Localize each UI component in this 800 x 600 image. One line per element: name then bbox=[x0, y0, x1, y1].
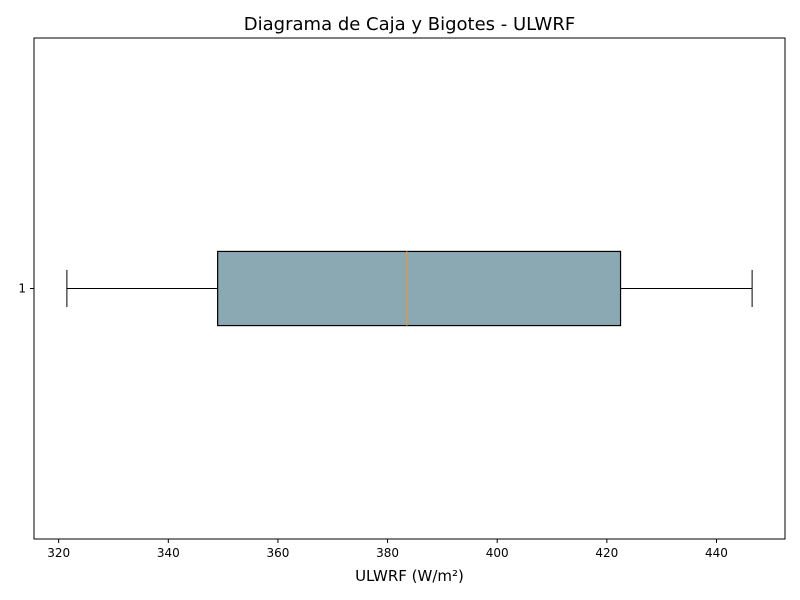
x-tick-label: 340 bbox=[157, 546, 180, 560]
x-tick-label: 400 bbox=[486, 546, 509, 560]
x-tick-label: 360 bbox=[266, 546, 289, 560]
x-axis-label: ULWRF (W/m²) bbox=[355, 567, 464, 585]
x-axis: 320 340 360 380 400 420 440 bbox=[47, 539, 728, 560]
x-tick-label: 420 bbox=[595, 546, 618, 560]
x-tick-label: 380 bbox=[376, 546, 399, 560]
plot-area bbox=[66, 250, 753, 327]
y-tick-label: 1 bbox=[18, 282, 26, 296]
box-iqr bbox=[217, 250, 622, 327]
x-tick-label: 440 bbox=[705, 546, 728, 560]
chart-title: Diagrama de Caja y Bigotes - ULWRF bbox=[244, 14, 575, 35]
x-tick-label: 320 bbox=[47, 546, 70, 560]
y-axis: 1 bbox=[18, 282, 34, 296]
